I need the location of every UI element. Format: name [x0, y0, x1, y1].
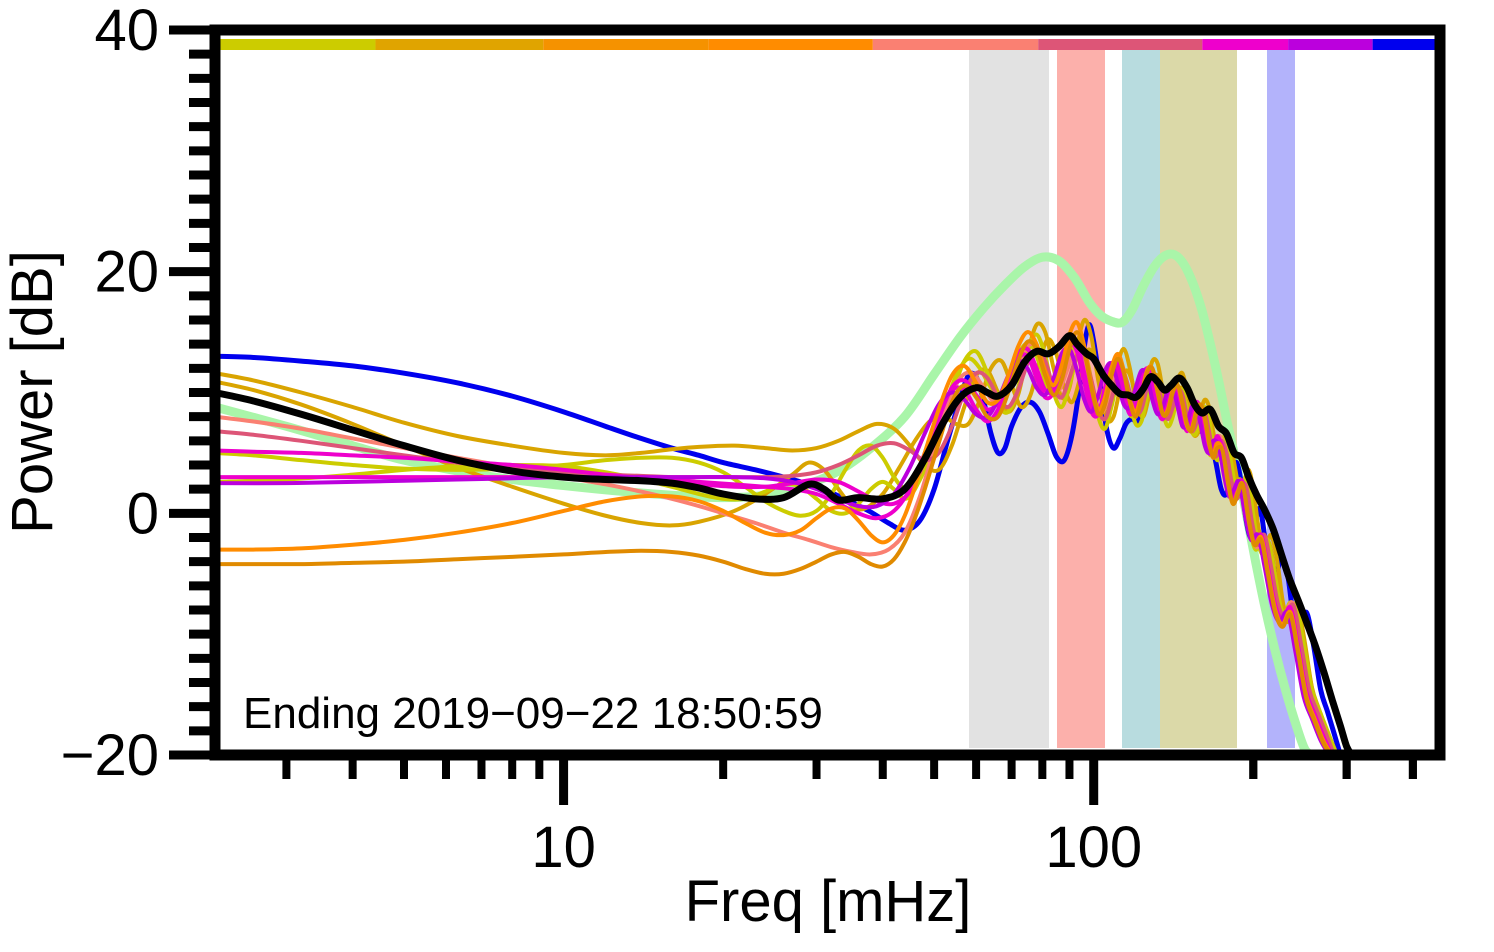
- plot-clip-mask-1: [0, 756, 1494, 952]
- plot-clip-mask-3: [1441, 0, 1494, 952]
- x-tick-label: 100: [1045, 815, 1142, 880]
- mean-spectrum: [211, 332, 1356, 759]
- colorbar-segment-1: [375, 39, 544, 50]
- y-tick-label: −20: [61, 723, 159, 788]
- colorbar-group: [215, 39, 1440, 50]
- y-tick-label: 20: [94, 240, 159, 305]
- x-axis-label: Freq [mHz]: [685, 869, 972, 934]
- y-tick-label: 0: [127, 481, 159, 546]
- y-tick-label: 40: [94, 0, 159, 63]
- colorbar-segment-0: [215, 39, 376, 50]
- plot-clip-mask-2: [0, 0, 215, 952]
- spectrum-purple: [213, 345, 1332, 757]
- colorbar-segment-5: [1038, 39, 1203, 50]
- tick-labels-group: 10 100 −20 0 20 40: [61, 0, 1142, 880]
- colorbar-segment-3: [708, 39, 873, 50]
- ending-timestamp-annotation: Ending 2019−09−22 18:50:59: [243, 689, 823, 738]
- y-axis-label: Power [dB]: [0, 250, 65, 534]
- colorbar-segment-7: [1288, 39, 1373, 50]
- ticks-group: [169, 25, 1417, 805]
- x-tick-label: 10: [531, 815, 596, 880]
- colorbar-segment-8: [1372, 39, 1440, 50]
- colorbar-segment-6: [1202, 39, 1289, 50]
- colorbar-segment-2: [543, 39, 709, 50]
- colorbar-segment-4: [872, 39, 1039, 50]
